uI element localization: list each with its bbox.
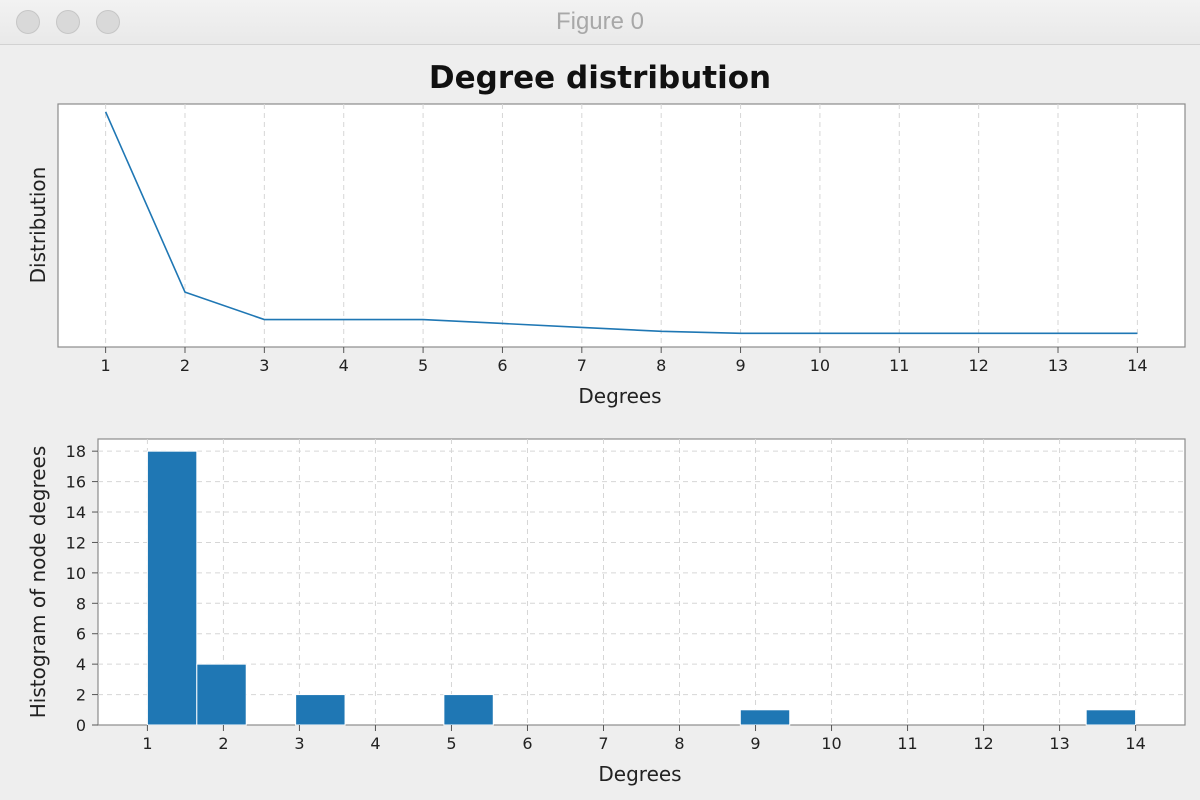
x-axis-ticks: 1 2 3 4 5 6 7 8 9 10 11 12 13 14 — [142, 725, 1146, 753]
x-tick-label: 11 — [889, 356, 909, 375]
y-tick-label: 14 — [66, 503, 86, 522]
y-tick-label: 10 — [66, 564, 86, 583]
y-tick-label: 4 — [76, 655, 86, 674]
x-tick-label: 14 — [1127, 356, 1147, 375]
x-tick-label: 6 — [497, 356, 507, 375]
y-tick-label: 18 — [66, 442, 86, 461]
histogram-bar — [739, 709, 791, 726]
x-tick-label: 2 — [218, 734, 228, 753]
histogram-bar — [295, 694, 346, 726]
y-tick-label: 12 — [66, 533, 86, 552]
figure-canvas: Degree distribution 1 2 3 4 5 6 7 8 9 10 11 12 13 14 … — [26, 60, 1186, 786]
x-tick-label: 1 — [101, 356, 111, 375]
x-tick-label: 13 — [1048, 356, 1068, 375]
x-tick-label: 14 — [1125, 734, 1145, 753]
x-tick-label: 3 — [259, 356, 269, 375]
y-tick-label: 6 — [76, 625, 86, 644]
x-axis-label: Degrees — [578, 384, 661, 408]
x-tick-label: 2 — [180, 356, 190, 375]
x-tick-label: 9 — [735, 356, 745, 375]
x-tick-label: 4 — [339, 356, 349, 375]
distribution-line — [104, 111, 1138, 335]
y-tick-label: 8 — [76, 594, 86, 613]
y-axis-label: Histogram of node degrees — [26, 446, 50, 719]
x-tick-label: 9 — [750, 734, 760, 753]
x-tick-label: 13 — [1049, 734, 1069, 753]
x-tick-label: 5 — [446, 734, 456, 753]
x-tick-label: 10 — [810, 356, 830, 375]
x-axis-label: Degrees — [598, 762, 681, 786]
histogram-bar — [196, 663, 247, 726]
chart-title: Degree distribution — [429, 60, 771, 96]
x-tick-label: 4 — [370, 734, 380, 753]
y-axis-ticks: 0 2 4 6 8 10 12 14 16 18 — [66, 442, 98, 735]
x-tick-label: 7 — [598, 734, 608, 753]
y-tick-label: 16 — [66, 473, 86, 492]
y-tick-label: 0 — [76, 716, 86, 735]
y-axis-label: Distribution — [26, 167, 50, 284]
plot-area — [97, 438, 1186, 726]
close-window-icon[interactable] — [16, 10, 40, 34]
histogram-bars — [146, 450, 1137, 726]
x-tick-label: 6 — [522, 734, 532, 753]
degree-distribution-chart: Degree distribution 1 2 3 4 5 6 7 8 9 10 11 12 13 14 … — [26, 60, 1186, 408]
histogram-bar — [443, 694, 494, 726]
histogram-bar — [1085, 709, 1137, 726]
x-tick-label: 1 — [142, 734, 152, 753]
x-gridlines — [105, 104, 1138, 347]
zoom-window-icon[interactable] — [96, 10, 120, 34]
title-bar: Figure 0 — [0, 0, 1200, 45]
x-tick-label: 12 — [973, 734, 993, 753]
window-title: Figure 0 — [555, 8, 645, 35]
x-tick-label: 12 — [968, 356, 988, 375]
x-axis-ticks: 1 2 3 4 5 6 7 8 9 10 11 12 13 14 — [101, 347, 1148, 375]
plot-area — [57, 103, 1186, 348]
y-tick-label: 2 — [76, 686, 86, 705]
x-tick-label: 8 — [674, 734, 684, 753]
minimize-window-icon[interactable] — [56, 10, 80, 34]
x-tick-label: 7 — [577, 356, 587, 375]
x-tick-label: 8 — [656, 356, 666, 375]
x-tick-label: 11 — [897, 734, 917, 753]
histogram-bar — [146, 450, 198, 726]
x-tick-label: 5 — [418, 356, 428, 375]
x-tick-label: 3 — [294, 734, 304, 753]
x-tick-label: 10 — [821, 734, 841, 753]
